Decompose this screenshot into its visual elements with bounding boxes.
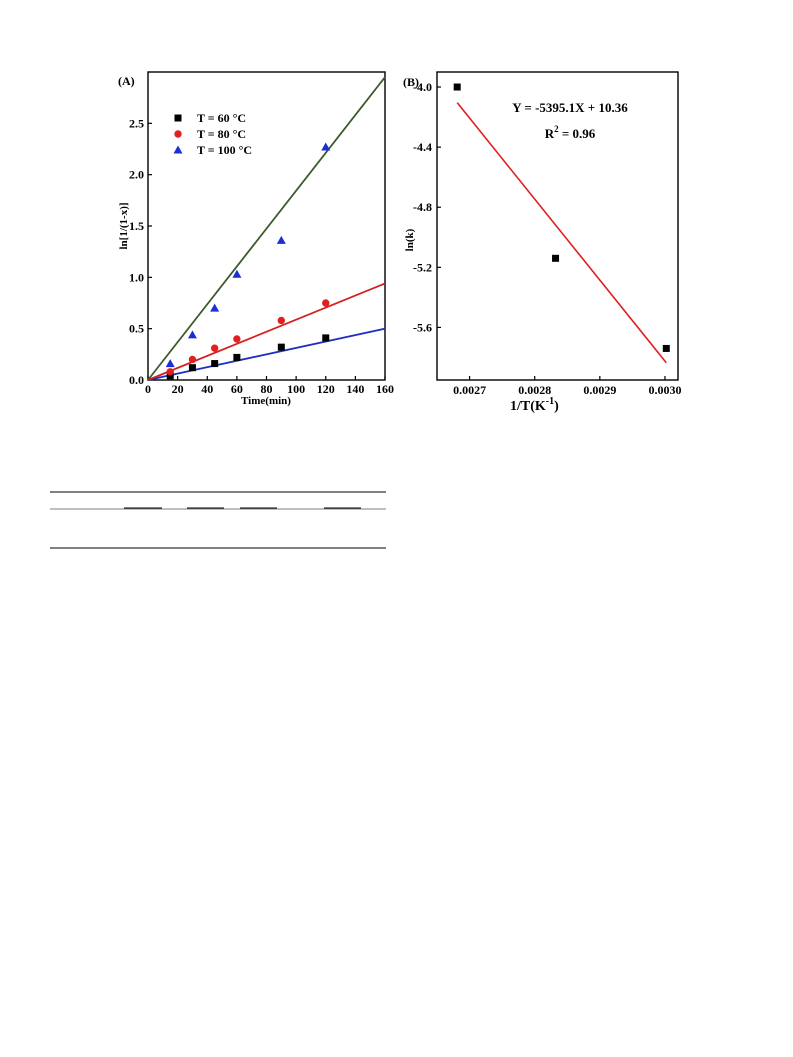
panel-b-r-squared-suffix: = 0.96 (559, 126, 596, 141)
x-tick-label: 60 (231, 382, 243, 396)
panel-b-fit-line (456, 102, 667, 364)
data-point (188, 355, 197, 364)
x-tick-label: 0.0028 (518, 383, 551, 397)
x-tick-label: 0.0030 (648, 383, 681, 397)
panel-a-legend: T = 60 °C T = 80 °C T = 100 °C (173, 111, 252, 157)
fit-line (147, 327, 386, 381)
y-tick-label: -5.2 (413, 260, 432, 274)
panel-a-label: (A) (118, 74, 135, 88)
legend-label: T = 80 °C (197, 127, 246, 141)
y-tick-label: -4.4 (413, 140, 432, 154)
panel-a-y-ticks: 0.0 0.5 1.0 1.5 2.0 2.5 (129, 116, 152, 387)
panel-a-data-points (165, 142, 331, 380)
fit-line (147, 76, 386, 381)
y-tick-label: 2.5 (129, 116, 144, 130)
legend-label: T = 60 °C (197, 111, 246, 125)
table-rules (50, 491, 386, 549)
data-point (322, 334, 330, 342)
data-point (166, 368, 174, 376)
panel-b-y-ticks: -4.0 -4.4 -4.8 -5.2 -5.6 (413, 80, 441, 334)
data-point (453, 83, 461, 91)
fit-line (147, 282, 386, 381)
data-point (232, 269, 242, 278)
panel-b-x-ticks: 0.0027 0.0028 0.0029 0.0030 (453, 376, 681, 397)
data-point (166, 372, 174, 380)
data-point (322, 299, 330, 307)
panel-b-label: (B) (403, 75, 419, 89)
x-tick-label: 0.0029 (583, 383, 616, 397)
fit-line (456, 102, 667, 364)
data-point (233, 335, 241, 343)
y-tick-label: 2.0 (129, 168, 144, 182)
data-point (210, 303, 220, 312)
panel-b-x-axis-title-main: 1/T(K (510, 399, 546, 414)
panel-a-y-axis-title: ln[1/(1-x)] (118, 202, 130, 249)
legend-marker (174, 130, 182, 138)
x-tick-label: 40 (201, 382, 213, 396)
panel-a-x-ticks: 0 20 40 60 80 100 120 140 160 (145, 376, 394, 396)
panel-b-data-points (453, 83, 670, 352)
data-point (321, 142, 331, 151)
data-point (277, 343, 285, 351)
x-tick-label: 100 (287, 382, 305, 396)
panel-b-r-squared-prefix: R (545, 126, 555, 141)
x-tick-label: 160 (376, 382, 394, 396)
y-tick-label: -4.0 (413, 80, 432, 94)
x-tick-label: 80 (261, 382, 273, 396)
x-tick-label: 0 (145, 382, 151, 396)
panel-b-frame (436, 71, 679, 381)
y-tick-label: 0.5 (129, 322, 144, 336)
panel-b-x-axis-title: 1/T(K-1) (510, 396, 559, 414)
panel-b-x-axis-title-end: ) (554, 399, 559, 414)
legend-marker (173, 145, 183, 154)
data-point (210, 344, 219, 352)
data-point (188, 364, 196, 372)
x-tick-label: 20 (172, 382, 184, 396)
panel-a-x-axis-title: Time(min) (241, 395, 291, 407)
data-point (552, 254, 560, 262)
panel-b-x-axis-title-sup: -1 (546, 396, 554, 407)
y-tick-label: -5.6 (413, 320, 432, 334)
panel-b-y-axis-title: ln(k) (404, 228, 416, 251)
panel-b-r-squared: R2 = 0.96 (545, 124, 596, 141)
data-point (187, 330, 197, 339)
panel-b-equation: Y = -5395.1X + 10.36 (512, 100, 628, 115)
panel-a-fit-lines (147, 76, 386, 381)
y-tick-label: 1.0 (129, 270, 144, 284)
data-point (276, 235, 286, 244)
panel-b: (B) 0.0027 0.0028 0.0029 0.0030 -4.0-4.4-4.… (403, 71, 681, 414)
data-point (233, 353, 241, 361)
legend-label: T = 100 °C (197, 143, 252, 157)
data-point (211, 360, 219, 368)
x-tick-label: 140 (346, 382, 364, 396)
legend-marker (174, 114, 182, 122)
y-tick-label: -4.8 (413, 200, 432, 214)
y-tick-label: 1.5 (129, 219, 144, 233)
data-point (662, 344, 670, 352)
panel-a: (A) 0 20 40 60 80 100 120 140 160 0.0 0.5 1.0 1.5 2.… (118, 71, 394, 407)
y-tick-label: 0.0 (129, 373, 144, 387)
x-tick-label: 120 (317, 382, 335, 396)
data-point (165, 359, 175, 368)
panel-b-r-squared-sup: 2 (554, 124, 559, 134)
data-point (277, 316, 286, 325)
x-tick-label: 0.0027 (453, 383, 486, 397)
